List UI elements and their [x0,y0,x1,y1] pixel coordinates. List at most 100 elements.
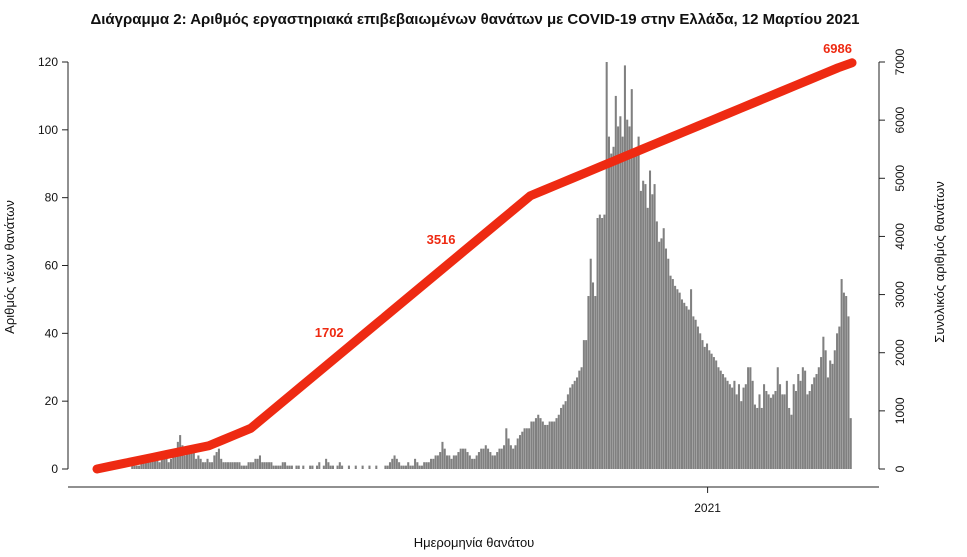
y-axis-ticks: 0 20 40 60 80 100 120 [38,55,68,476]
daily-deaths-bar [393,455,396,469]
daily-deaths-bar [664,248,668,469]
daily-deaths-bar [560,407,563,469]
daily-deaths-bar [409,465,412,469]
daily-deaths-bar [779,384,782,469]
daily-deaths-bar [685,306,688,469]
daily-deaths-bar [758,394,761,469]
daily-deaths-bar [361,465,364,469]
daily-deaths-bar [737,384,741,469]
daily-deaths-bar [628,126,631,470]
daily-deaths-bar [201,462,204,469]
daily-deaths-bar [571,384,574,469]
daily-deaths-bar [489,452,492,469]
daily-deaths-bar [783,394,786,469]
y2-tick-label: 0 [893,465,907,472]
daily-deaths-bar [172,452,175,469]
cumulative-deaths-curve [92,58,857,474]
daily-deaths-bar [518,435,522,469]
daily-deaths-bar [648,170,652,470]
daily-deaths-bar [247,462,250,469]
daily-deaths-bar [400,465,403,469]
daily-deaths-bar [270,462,273,469]
daily-deaths-bar [500,448,503,469]
daily-deaths-bar [660,238,663,469]
daily-deaths-bar [402,465,405,469]
daily-deaths-bar [562,404,565,469]
daily-deaths-bar [432,458,435,469]
daily-deaths-bar [311,465,314,469]
daily-deaths-bar [482,448,485,469]
daily-deaths-bar [619,116,622,470]
daily-deaths-bar [147,458,150,469]
y-axis-label: Αριθμός νέων θανάτων [2,200,17,334]
daily-deaths-bar [368,465,371,469]
daily-deaths-bar [833,350,836,469]
y-tick-label: 20 [45,394,59,408]
daily-deaths-bar [213,455,216,469]
daily-deaths-bar [633,153,636,469]
daily-deaths-bar [158,462,161,469]
daily-deaths-bar [724,377,727,469]
daily-deaths-bar [671,279,674,469]
daily-deaths-bar [503,445,506,469]
daily-deaths-bar [708,350,711,469]
daily-deaths-bar [208,462,211,469]
daily-deaths-bar [445,455,449,469]
daily-deaths-bar [220,458,223,469]
daily-deaths-bar [473,458,476,469]
daily-deaths-bar [375,465,378,469]
daily-deaths-bar [601,218,604,469]
daily-deaths-bar [436,455,439,469]
daily-deaths-bar [678,292,681,469]
cumulative-deaths-labels: 1702 3516 6986 [315,41,852,340]
y-tick-label: 120 [38,55,58,69]
daily-deaths-bar [274,465,277,469]
daily-deaths-bar [441,441,444,469]
daily-deaths-bar [523,428,526,469]
daily-deaths-bar [635,153,638,469]
daily-deaths-bar [719,370,722,469]
daily-deaths-bar [284,462,287,469]
daily-deaths-bar [765,390,768,469]
daily-deaths-bar [582,340,585,469]
daily-deaths-bar [731,387,734,469]
daily-deaths-bar [815,374,818,469]
daily-deaths-bar [712,357,715,469]
daily-deaths-bar [133,465,136,469]
daily-deaths-bar [838,326,841,469]
daily-deaths-bar [813,377,816,469]
daily-deaths-bar [623,65,626,470]
daily-deaths-bar [149,458,152,469]
daily-deaths-bar [591,282,595,469]
daily-deaths-bar [701,340,704,469]
daily-deaths-bar [842,292,845,469]
daily-deaths-bar [546,424,549,469]
daily-deaths-bar [309,465,312,469]
daily-deaths-bar [614,95,617,470]
daily-deaths-bar [576,377,579,469]
daily-deaths-bar [450,458,453,469]
daily-deaths-bar [626,119,629,470]
daily-deaths-bar [398,462,401,469]
daily-deaths-bar [667,258,670,469]
daily-deaths-bar [544,424,547,469]
daily-deaths-bar [776,367,779,469]
daily-deaths-bar [464,448,467,469]
daily-deaths-bar [487,448,490,469]
daily-deaths-bar [318,462,321,469]
daily-deaths-bar [268,462,271,469]
y-tick-label: 0 [51,462,58,476]
daily-deaths-bar [135,465,138,469]
daily-deaths-bar [493,455,496,469]
daily-deaths-bar [233,462,236,469]
daily-deaths-bar [849,418,852,469]
y2-tick-label: 7000 [893,48,907,75]
daily-deaths-bar [585,340,588,469]
daily-deaths-bar [530,421,533,469]
daily-deaths-bar [199,458,202,469]
daily-deaths-bar [252,462,255,469]
daily-deaths-bar [169,458,173,469]
daily-deaths-bar [480,448,483,469]
daily-deaths-bar [721,374,725,469]
daily-deaths-bar [589,258,592,469]
